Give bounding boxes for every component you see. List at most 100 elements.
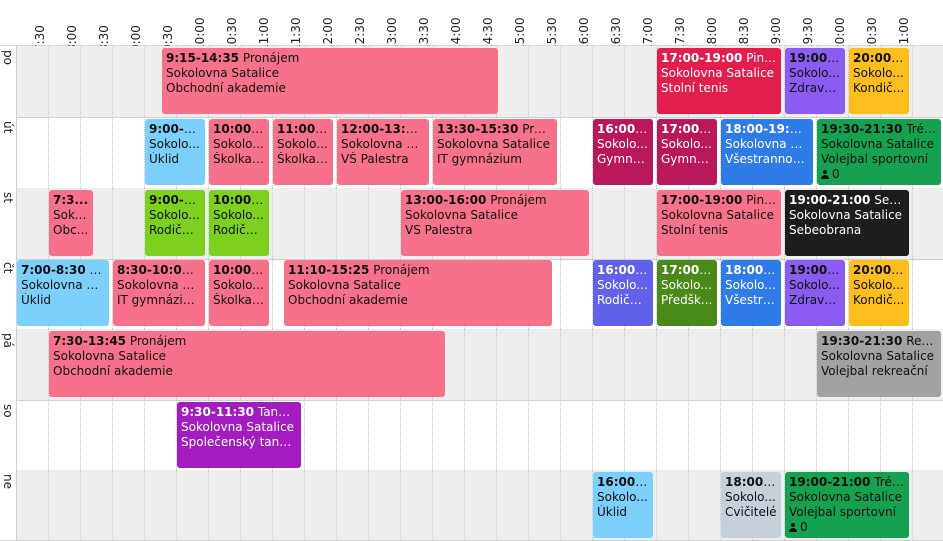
grid-line xyxy=(912,188,913,259)
event-title: Pron... xyxy=(522,122,553,136)
event-card[interactable]: 10:00-... Sokolo... Rodiče ... xyxy=(209,190,269,256)
event-time: 10:00-... xyxy=(213,193,265,207)
event-description: Obchodní akademie xyxy=(288,293,408,307)
event-title: Ú... xyxy=(89,263,105,277)
event-card[interactable]: 17:00-19:00 Ping...Sokolovna SataliceSto… xyxy=(657,48,781,114)
event-card[interactable]: 9:30-11:30 Taneč...Sokolovna SataliceSpo… xyxy=(177,402,301,468)
day-label: ne xyxy=(0,470,17,540)
event-place: Sokolo... xyxy=(213,208,264,222)
event-heading: 16:00-... xyxy=(597,122,649,137)
event-heading: 18:00-19:3... xyxy=(725,122,809,137)
event-time: 9:00-1... xyxy=(149,122,201,136)
event-card[interactable]: 11:00-... Sokolo... Školka ... xyxy=(273,119,333,185)
event-place: Sokolo... xyxy=(213,137,264,151)
event-card[interactable]: 10:00-... Sokolo... Školka ... xyxy=(209,260,269,326)
event-card[interactable]: 13:00-16:00 Pronájem Sokolovna Satalice VS… xyxy=(401,190,589,256)
event-description: Úklid xyxy=(21,293,52,307)
grid-line xyxy=(368,188,369,259)
event-card[interactable]: 17:00-19:00 Ping...Sokolovna SataliceSto… xyxy=(657,190,781,256)
event-description: Stolní tenis xyxy=(661,81,729,95)
event-description: IT gymnázium xyxy=(437,152,522,166)
event-card[interactable]: 20:00-... Sokolo... Kondič... xyxy=(849,48,909,114)
day-label-text: pá xyxy=(1,333,15,348)
event-time: 17:00-... xyxy=(661,122,713,136)
event-card[interactable]: 8:30-10:00 ...Sokolovna S...IT gymnázium xyxy=(113,260,205,326)
event-card[interactable]: 11:10-15:25 Pronájem Sokolovna Satalice Ob… xyxy=(284,260,552,326)
event-card[interactable]: 16:00-... Sokolo... Gymna... xyxy=(593,119,653,185)
grid-line xyxy=(656,117,657,188)
event-description: Volejbal rekreační xyxy=(821,364,928,378)
grid-line xyxy=(912,258,913,329)
grid-line xyxy=(48,400,49,471)
grid-line xyxy=(336,188,337,259)
event-heading: 19:00-... xyxy=(789,51,841,66)
grid-line xyxy=(592,470,593,540)
event-card[interactable]: 9:00-1... Sokolo... Úklid xyxy=(145,119,205,185)
event-card[interactable]: 7:3...Soko...Obc... xyxy=(49,190,93,256)
event-card[interactable]: 12:00-13:3... Sokolovna S... VŠ Palestra xyxy=(337,119,429,185)
grid-line xyxy=(304,470,305,540)
day-label: út xyxy=(0,117,17,188)
grid-line xyxy=(592,188,593,259)
event-card[interactable]: 16:00-... Sokolo... Rodiče ... xyxy=(593,260,653,326)
event-card[interactable]: 7:30-13:45 Pronájem Sokolovna Satalice Obc… xyxy=(49,331,445,397)
event-time: 20:00-... xyxy=(853,51,905,65)
event-description: Předšk... xyxy=(661,293,713,307)
grid-line xyxy=(144,46,145,117)
event-description: Obchodní akademie xyxy=(166,81,286,95)
event-time: 17:00-... xyxy=(661,263,713,277)
event-description: Rodiče ... xyxy=(149,223,201,237)
grid-line xyxy=(336,470,337,540)
event-title: Rekr... xyxy=(906,334,937,348)
day-row: po 9:15-14:35 Pronájem Sokolovna Satalice O… xyxy=(0,46,943,118)
event-card[interactable]: 19:00-... Sokolo... Zdravo... xyxy=(785,48,845,114)
event-card[interactable]: 19:00-21:00 Seb... Sokolovna Satalice Sebe… xyxy=(785,190,909,256)
event-heading: 9:15-14:35 Pronájem xyxy=(166,51,494,66)
event-card[interactable]: 19:30-21:30 Rekr...Sokolovna SataliceVol… xyxy=(817,331,941,397)
event-time: 11:10-15:25 xyxy=(288,263,370,277)
grid-line xyxy=(720,117,721,188)
event-time: 7:30-13:45 xyxy=(53,334,127,348)
day-label-text: ne xyxy=(1,474,15,489)
event-heading: 16:00-... xyxy=(597,475,649,490)
event-time: 10:00-... xyxy=(213,263,265,277)
event-time: 13:00-16:00 xyxy=(405,193,487,207)
event-description: Gymna... xyxy=(597,152,649,166)
event-heading: 17:00-... xyxy=(661,122,713,137)
event-heading: 10:00-... xyxy=(213,193,265,208)
grid-line xyxy=(752,329,753,400)
event-card[interactable]: 18:00-... Sokolo... Cvičitelé xyxy=(721,472,781,538)
event-place: Sokolovna Satalice xyxy=(661,66,775,80)
event-card[interactable]: 18:00-19:3... Sokolovna S... Všestrannost.… xyxy=(721,119,813,185)
event-place: Sokolovna Satalice xyxy=(821,137,935,151)
event-place: Sokolovna Satalice xyxy=(661,208,775,222)
event-card[interactable]: 18:00-... Sokolo... Všestra... xyxy=(721,260,781,326)
event-description: Gymna... xyxy=(661,152,713,166)
event-description: Všestrannost... xyxy=(725,152,809,166)
event-time: 19:00-21:00 xyxy=(789,193,871,207)
event-title: Trén... xyxy=(874,475,905,489)
event-card[interactable]: 17:00-... Sokolo... Gymna... xyxy=(657,119,717,185)
event-card[interactable]: 20:00-... Sokolo... Kondič... xyxy=(849,260,909,326)
event-card[interactable]: 19:30-21:30 Trén...Sokolovna SataliceVol… xyxy=(817,119,941,185)
event-title: Ping... xyxy=(746,51,777,65)
event-card[interactable]: 9:00-1... Sokolo... Rodiče ... xyxy=(145,190,205,256)
event-card[interactable]: 17:00-... Sokolo... Předšk... xyxy=(657,260,717,326)
grid-line xyxy=(400,400,401,471)
event-place: Sokolovna S... xyxy=(341,137,425,151)
event-card[interactable]: 16:00-... Sokolo... Úklid xyxy=(593,472,653,538)
event-card[interactable]: 7:00-8:30 Ú...Sokolovna S...Úklid xyxy=(17,260,109,326)
event-card[interactable]: 9:15-14:35 Pronájem Sokolovna Satalice Obc… xyxy=(162,48,498,114)
event-card[interactable]: 19:00-... Sokolo... Zdravo... xyxy=(785,260,845,326)
grid-line xyxy=(336,400,337,471)
event-card[interactable]: 19:00-21:00 Trén...Sokolovna SataliceVol… xyxy=(785,472,909,538)
event-heading: 9:00-1... xyxy=(149,193,201,208)
event-card[interactable]: 13:30-15:30 Pron...Sokolovna SataliceIT … xyxy=(433,119,557,185)
event-time: 7:00-8:30 xyxy=(21,263,86,277)
grid-line xyxy=(272,470,273,540)
event-time: 9:00-1... xyxy=(149,193,201,207)
event-description: Stolní tenis xyxy=(661,223,729,237)
event-card[interactable]: 10:00-... Sokolo... Školka ... xyxy=(209,119,269,185)
event-heading: 17:00-... xyxy=(661,263,713,278)
grid-line xyxy=(432,400,433,471)
